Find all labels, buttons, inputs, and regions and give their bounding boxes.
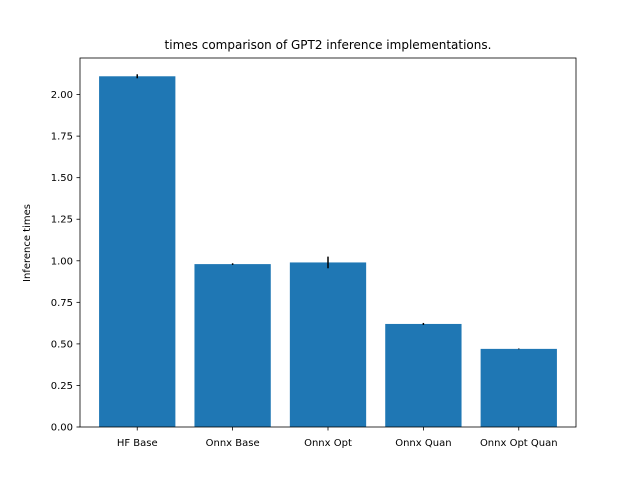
chart-title: times comparison of GPT2 inference imple… [165,38,492,52]
y-tick-label-2: 0.50 [51,339,73,350]
y-tick-label-4: 1.00 [51,256,73,267]
y-tick-label-1: 0.25 [51,381,73,392]
y-tick-label-0: 0.00 [51,423,73,434]
bar-3 [385,323,462,427]
bar-0 [99,76,176,427]
bars-group [99,76,557,427]
bar-1 [194,264,271,427]
bar-2 [289,262,367,427]
y-tick-label-3: 0.75 [51,298,73,309]
y-tick-label-8: 2.00 [51,90,73,101]
y-axis: 0.00 0.25 0.50 0.75 1.00 1.25 1.50 1.75 2.00 [51,90,80,434]
x-tick-label-1: Onnx Base [206,438,260,449]
y-axis-label: Inference times [22,204,33,282]
x-tick-label-3: Onnx Quan [395,438,451,449]
x-axis: HF Base Onnx Base Onnx Opt Onnx Quan Onnx Op… [117,427,558,449]
bar-4 [480,348,557,427]
plot-frame [79,57,577,428]
y-tick-label-5: 1.25 [51,215,73,226]
x-tick-label-0: HF Base [117,438,158,449]
x-tick-label-2: Onnx Opt [304,438,352,449]
x-tick-label-4: Onnx Opt Quan [480,438,558,449]
error-bars-group [136,74,520,350]
y-tick-label-7: 1.75 [51,132,73,143]
y-tick-label-6: 1.50 [51,173,73,184]
